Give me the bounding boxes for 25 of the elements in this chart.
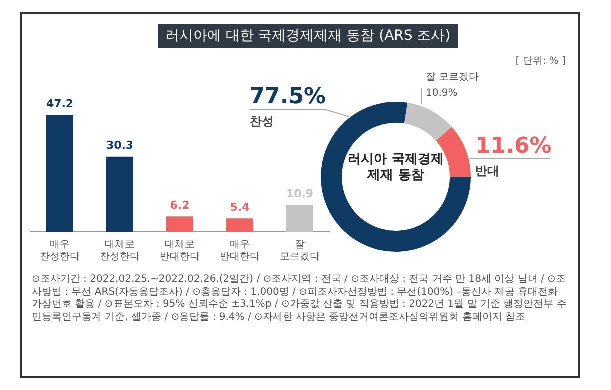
text: 러시아 국제경제제재 동참 [347,152,445,184]
slice-label: 반대 [476,164,500,178]
data-label: 47.2 [46,97,74,110]
data-label: 77.5% [250,84,326,110]
data-label: 10.9 [286,187,314,200]
bar [226,218,254,232]
data-label: 11.6% [476,134,552,159]
bar [106,156,134,232]
x-tick-label: 매우 반대한다 [220,240,260,263]
x-tick-label: 대체로 반대한다 [160,240,200,263]
bar [46,114,74,232]
text: [ 단위: % ] [516,55,566,68]
chart-title: 러시아에 대한 국제경제제재 동참 (ARS 조사) [158,24,458,48]
x-tick-label: 대체로 찬성한다 [100,240,140,263]
slice-label: 잘 모르겠다 [426,72,480,83]
x-tick-label: 잘 모르겠다 [280,240,320,263]
data-label: 5.4 [230,200,250,214]
data-label: 30.3 [106,139,134,152]
x-tick-label: 매우 찬성한다 [40,240,80,263]
bar [286,204,314,232]
data-label: 10.9% [426,88,458,99]
slice-label: 찬성 [250,114,274,128]
bar [166,216,194,232]
text: ⊙조사기간 : 2022.02.25.~2022.02.26.(2일간) / ⊙조사지역 : 전국 / ⊙조사대상 : 전국 거주 만 18세 이상 남녀 / ⊙조사방법 : 무선 ARS(자동응답조사) / ⊙총응답자 : 1,000명 / ⊙피조사자선정방법 : 무선(100%) –통신사 제공 휴대전화 가상번호 활용 / ⊙표본오차 : 95% 신뢰수준 ±3.1%p / ⊙가중값 산출 및 적용방법 : 2022년 1월 말 기준 행정안전부 주민등록인구통계 기준, 셀가중 / ⊙응답률 : 9.4% / ⊙자세한 사항은 중앙선거여론조사심의위원회 홈페이지 참조 [32,274,568,324]
data-label: 6.2 [170,198,190,212]
